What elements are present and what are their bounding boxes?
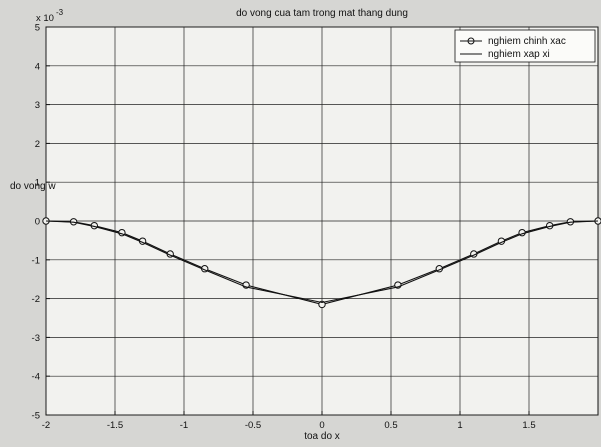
- y-tick-label: 4: [35, 61, 40, 72]
- y-tick-label: 0: [35, 217, 40, 228]
- grid: [45, 26, 598, 416]
- legend-marker-exact: [467, 37, 475, 45]
- series-line-1: [45, 220, 599, 304]
- y-tick-label: 3: [35, 100, 40, 111]
- legend: nghiem chinh xac nghiem xap xi: [454, 29, 596, 63]
- x-tick-label: -0.5: [245, 420, 261, 431]
- legend-box: [454, 29, 596, 63]
- y-scale-label: x 10: [36, 13, 54, 24]
- chart-title: do vong cua tam trong mat thang dung: [236, 8, 408, 19]
- tick-labels: -2 -1.5 -1 -0.5 0 0.5 1 1.5 -5 -4 -3 -2 -1 0 1 2 3 4 5: [32, 23, 536, 432]
- y-tick-label: -1: [32, 255, 40, 266]
- y-tick-label: 2: [35, 139, 40, 150]
- y-tick-label: 5: [35, 23, 40, 34]
- y-scale-exponent: -3: [56, 8, 64, 17]
- y-tick-label: -4: [32, 372, 40, 383]
- series-layer: [42, 217, 601, 309]
- x-tick-label: 0.5: [384, 420, 397, 431]
- x-tick-label: 1.5: [522, 420, 535, 431]
- x-axis-label: toa do x: [304, 431, 340, 442]
- legend-label-exact: nghiem chinh xac: [488, 36, 566, 47]
- y-tick-label: 1: [35, 178, 40, 189]
- legend-label-approx: nghiem xap xi: [488, 49, 550, 60]
- y-tick-label: -5: [32, 411, 40, 422]
- y-tick-label: -3: [32, 333, 40, 344]
- x-tick-label: -2: [42, 420, 50, 431]
- y-axis-label: do vong w: [10, 181, 56, 192]
- x-tick-label: -1.5: [107, 420, 123, 431]
- y-tick-label: -2: [32, 294, 40, 305]
- x-tick-label: 1: [457, 420, 462, 431]
- x-tick-label: 0: [319, 420, 324, 431]
- data-point: [318, 300, 326, 309]
- x-tick-label: -1: [180, 420, 188, 431]
